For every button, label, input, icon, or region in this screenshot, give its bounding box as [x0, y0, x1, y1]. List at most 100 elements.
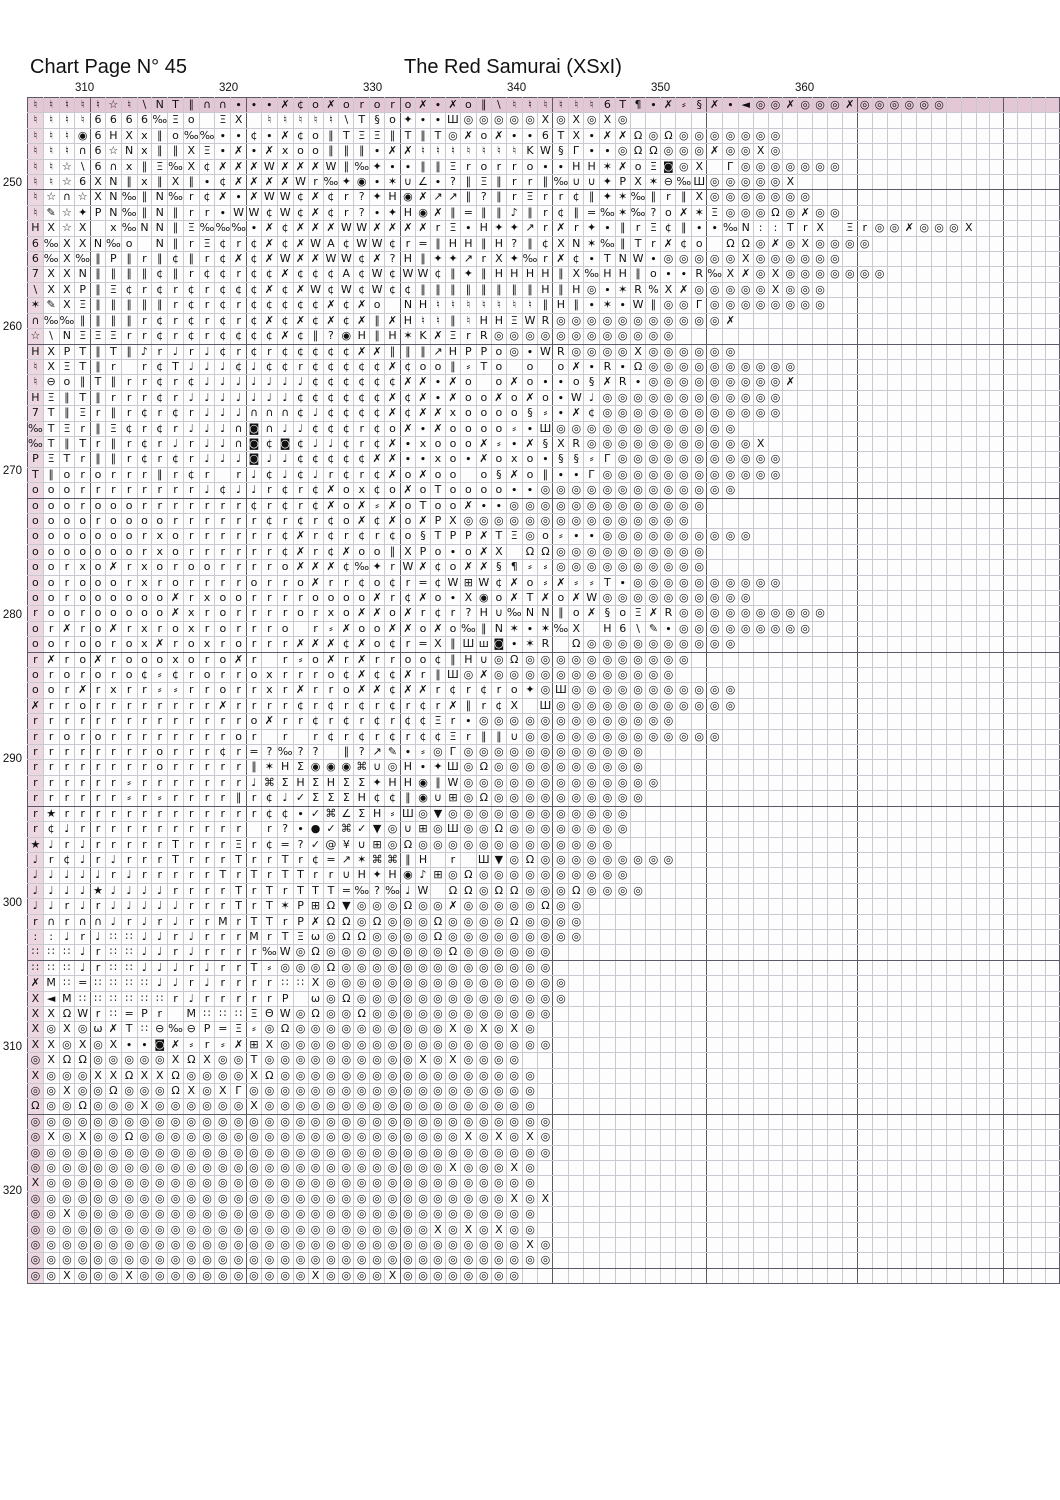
stitch-cell[interactable]: ◎ [491, 1175, 507, 1192]
stitch-cell[interactable]: W [261, 189, 278, 206]
stitch-cell[interactable] [872, 1021, 888, 1038]
stitch-cell[interactable]: N [400, 297, 416, 314]
stitch-cell[interactable]: r [27, 744, 44, 761]
stitch-cell[interactable] [691, 944, 708, 961]
stitch-cell[interactable]: ♩ [277, 374, 294, 391]
stitch-cell[interactable] [1031, 898, 1046, 915]
stitch-cell[interactable]: ◎ [722, 297, 739, 314]
stitch-cell[interactable] [797, 944, 814, 961]
stitch-cell[interactable]: o [105, 498, 122, 514]
stitch-cell[interactable]: r [323, 575, 340, 592]
stitch-cell[interactable]: ◎ [384, 1037, 401, 1054]
stitch-cell[interactable] [946, 1160, 962, 1177]
stitch-cell[interactable]: o [59, 667, 76, 684]
stitch-cell[interactable] [827, 621, 843, 638]
stitch-cell[interactable] [1003, 821, 1019, 838]
stitch-cell[interactable]: N [105, 174, 122, 191]
stitch-cell[interactable]: ‰ [121, 205, 138, 222]
stitch-cell[interactable]: ◎ [568, 667, 585, 684]
stitch-cell[interactable] [842, 1160, 858, 1177]
stitch-cell[interactable]: ¢ [384, 374, 401, 391]
stitch-cell[interactable]: ◎ [430, 1021, 446, 1038]
stitch-cell[interactable] [753, 482, 769, 499]
stitch-cell[interactable]: ↗ [445, 189, 461, 206]
stitch-cell[interactable]: ◎ [415, 1068, 432, 1085]
stitch-cell[interactable]: ♮ [27, 374, 44, 391]
stitch-cell[interactable]: o [90, 621, 106, 638]
stitch-cell[interactable] [797, 590, 814, 607]
stitch-cell[interactable] [976, 975, 991, 992]
stitch-cell[interactable]: ◎ [323, 1191, 340, 1208]
stitch-cell[interactable] [1017, 1037, 1033, 1054]
stitch-cell[interactable] [827, 929, 843, 946]
stitch-cell[interactable] [916, 266, 933, 283]
stitch-cell[interactable] [812, 1160, 829, 1177]
stitch-cell[interactable] [797, 821, 814, 838]
stitch-cell[interactable] [989, 436, 1005, 453]
stitch-cell[interactable]: ∥ [430, 282, 446, 299]
stitch-cell[interactable]: ∥ [430, 775, 446, 792]
stitch-cell[interactable]: ◎ [827, 251, 843, 268]
stitch-cell[interactable] [1003, 451, 1019, 468]
stitch-cell[interactable] [753, 344, 769, 360]
stitch-cell[interactable]: ✗ [74, 682, 92, 699]
stitch-cell[interactable] [1017, 313, 1033, 330]
stitch-cell[interactable]: o [183, 559, 200, 576]
stitch-cell[interactable]: ‰ [522, 251, 539, 268]
stitch-cell[interactable]: r [90, 790, 106, 807]
stitch-cell[interactable]: r [199, 914, 216, 930]
stitch-cell[interactable]: ∙ [445, 590, 461, 607]
stitch-cell[interactable]: ¢ [308, 421, 324, 437]
stitch-cell[interactable]: r [105, 482, 122, 499]
stitch-cell[interactable] [660, 1052, 677, 1069]
stitch-cell[interactable]: ◎ [277, 1191, 294, 1208]
stitch-cell[interactable]: r [43, 775, 60, 792]
stitch-cell[interactable]: ◎ [400, 1083, 416, 1100]
stitch-cell[interactable]: \ [137, 96, 153, 114]
stitch-cell[interactable] [827, 405, 843, 422]
stitch-cell[interactable]: ◎ [183, 1175, 200, 1192]
stitch-cell[interactable]: ◎ [583, 328, 601, 345]
stitch-cell[interactable]: r [137, 359, 153, 376]
stitch-cell[interactable] [989, 636, 1005, 653]
stitch-cell[interactable]: X [90, 174, 106, 191]
stitch-cell[interactable]: r [230, 313, 247, 330]
stitch-cell[interactable]: ♩ [105, 898, 122, 915]
stitch-cell[interactable]: ✗ [369, 590, 386, 607]
stitch-cell[interactable] [946, 1037, 962, 1054]
stitch-cell[interactable] [827, 544, 843, 561]
stitch-cell[interactable]: Ξ [74, 405, 92, 422]
stitch-cell[interactable]: ∙ [615, 575, 631, 592]
stitch-cell[interactable] [887, 1098, 903, 1115]
stitch-cell[interactable] [931, 729, 948, 746]
stitch-cell[interactable]: ◎ [105, 1145, 122, 1162]
stitch-cell[interactable] [887, 821, 903, 838]
stitch-cell[interactable] [753, 313, 769, 330]
stitch-cell[interactable]: ◎ [445, 867, 461, 884]
stitch-cell[interactable] [946, 513, 962, 530]
stitch-cell[interactable]: ✗ [277, 96, 294, 114]
stitch-cell[interactable]: ¢ [261, 297, 278, 314]
stitch-cell[interactable] [931, 944, 948, 961]
stitch-cell[interactable]: X [214, 1083, 232, 1100]
stitch-cell[interactable]: o [121, 528, 138, 545]
stitch-cell[interactable]: ‰ [675, 174, 693, 191]
stitch-cell[interactable]: ◎ [369, 1129, 386, 1146]
stitch-cell[interactable] [887, 266, 903, 283]
stitch-cell[interactable] [1045, 1083, 1060, 1100]
stitch-cell[interactable]: ◎ [151, 1160, 169, 1177]
stitch-cell[interactable]: ♩ [230, 405, 247, 422]
stitch-cell[interactable]: ¢ [338, 359, 355, 376]
stitch-cell[interactable] [976, 1052, 991, 1069]
stitch-cell[interactable]: ✓ [308, 806, 324, 823]
stitch-cell[interactable]: ◎ [430, 1052, 446, 1069]
stitch-cell[interactable]: Σ [338, 790, 355, 807]
stitch-cell[interactable] [1003, 297, 1019, 314]
stitch-cell[interactable]: ✗ [491, 390, 507, 407]
stitch-cell[interactable]: ∷ [137, 1021, 153, 1038]
stitch-cell[interactable] [946, 605, 962, 622]
stitch-cell[interactable] [961, 328, 977, 345]
stitch-cell[interactable] [1031, 128, 1046, 145]
stitch-cell[interactable]: ◎ [645, 852, 662, 869]
stitch-cell[interactable]: ◎ [506, 852, 523, 869]
